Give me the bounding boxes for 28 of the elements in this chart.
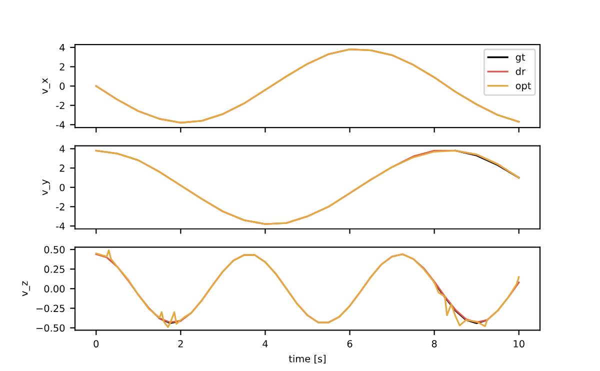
x-tick-label: 8 <box>432 340 437 348</box>
x-tick-label: 6 <box>347 340 352 348</box>
legend-label: opt <box>516 82 532 92</box>
y-tick-label: -4 <box>56 222 65 230</box>
y-axis-title: v_z <box>22 281 30 296</box>
x-axis-title: time [s] <box>288 354 326 364</box>
y-tick-label: 2 <box>60 164 64 172</box>
y-axis-title: v_y <box>42 179 50 196</box>
y-tick-label: 0 <box>60 82 65 90</box>
y-tick-label: 0 <box>60 184 65 192</box>
y-tick-label: −0.50 <box>36 324 65 332</box>
y-tick-label: 4 <box>60 44 65 52</box>
x-tick-label: 2 <box>178 340 183 348</box>
y-tick-label: −0.25 <box>36 304 64 312</box>
y-tick-label: -4 <box>56 121 65 128</box>
y-tick-label: -2 <box>56 102 64 110</box>
x-tick-label: 4 <box>262 340 268 348</box>
y-tick-label: 4 <box>60 145 65 152</box>
y-tick-label: 2 <box>60 63 64 70</box>
y-tick-label: 0.50 <box>44 246 65 254</box>
y-tick-label: 0.25 <box>44 266 64 273</box>
y-tick-label: -2 <box>56 203 64 210</box>
x-tick-label: 10 <box>514 340 524 348</box>
y-axis-title: v_x <box>42 78 50 94</box>
x-tick-label: 0 <box>94 340 99 348</box>
y-tick-label: 0.00 <box>44 285 65 292</box>
legend-label: dr <box>516 68 526 76</box>
legend-label: gt <box>516 54 526 63</box>
